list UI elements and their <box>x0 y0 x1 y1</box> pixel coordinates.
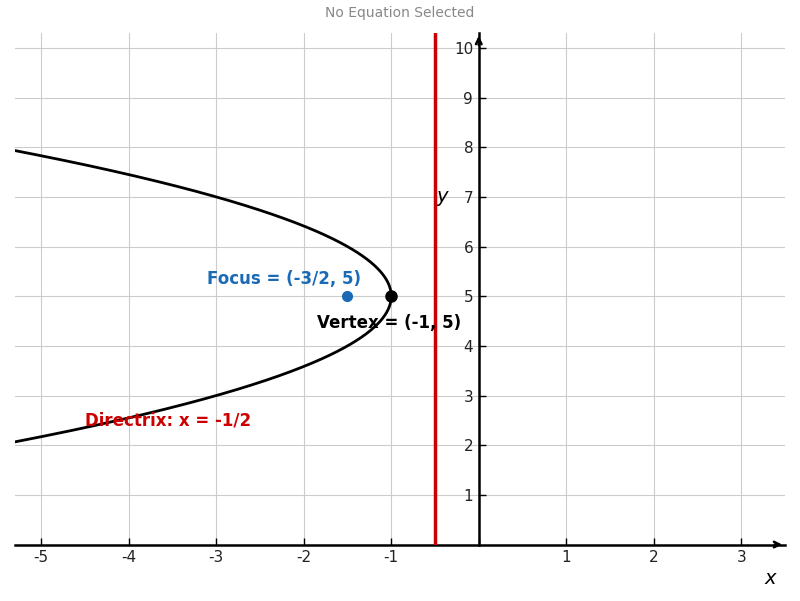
Text: Focus = (-3/2, 5): Focus = (-3/2, 5) <box>207 270 362 288</box>
Text: Vertex = (-1, 5): Vertex = (-1, 5) <box>317 314 461 332</box>
Text: y: y <box>437 188 448 206</box>
Text: x: x <box>765 569 776 588</box>
Text: Directrix: x = -1/2: Directrix: x = -1/2 <box>85 411 251 429</box>
Text: No Equation Selected: No Equation Selected <box>326 6 474 20</box>
